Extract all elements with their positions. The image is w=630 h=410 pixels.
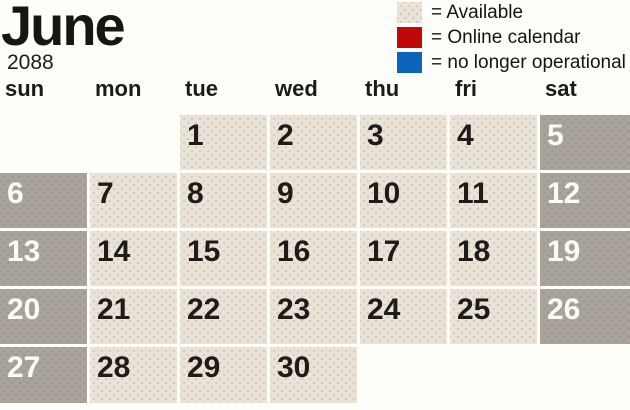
day-cell[interactable]: 22	[180, 289, 267, 344]
day-cell[interactable]: 24	[360, 289, 447, 344]
day-cell[interactable]: 28	[90, 347, 177, 403]
day-cell[interactable]: 6	[0, 173, 87, 228]
day-cell[interactable]: 12	[540, 173, 630, 228]
day-cell[interactable]: 7	[90, 173, 177, 228]
day-cell[interactable]: 2	[270, 115, 357, 170]
weekday-header-fri: fri	[455, 76, 477, 101]
day-cell[interactable]: 11	[450, 173, 537, 228]
empty-day-cell	[0, 115, 87, 170]
month-title: June	[1, 0, 126, 57]
day-cell[interactable]: 10	[360, 173, 447, 228]
day-cell[interactable]: 29	[180, 347, 267, 403]
day-cell[interactable]: 21	[90, 289, 177, 344]
legend-item-available: = Available	[397, 2, 630, 23]
legend-label: = no longer operational	[431, 51, 626, 73]
day-cell[interactable]: 27	[0, 347, 87, 403]
day-cell[interactable]: 20	[0, 289, 87, 344]
year-title: 2088	[7, 51, 54, 74]
day-cell[interactable]: 14	[90, 231, 177, 286]
legend-item-online-calendar: = Online calendar	[397, 27, 630, 48]
day-cell[interactable]: 16	[270, 231, 357, 286]
legend-label: = Available	[431, 1, 524, 23]
day-cell[interactable]: 13	[0, 231, 87, 286]
weekday-header-wed: wed	[275, 76, 318, 101]
day-cell[interactable]: 23	[270, 289, 357, 344]
day-cell[interactable]: 4	[450, 115, 537, 170]
legend-item-no-longer-operational: = no longer operational	[397, 52, 630, 73]
legend-label: = Online calendar	[431, 26, 581, 48]
weekday-header-sun: sun	[5, 76, 45, 101]
day-cell[interactable]: 5	[540, 115, 630, 170]
weekday-header-sat: sat	[545, 76, 577, 101]
legend: = Available = Online calendar = no longe…	[397, 2, 630, 77]
empty-day-cell	[450, 347, 537, 403]
day-cell[interactable]: 26	[540, 289, 630, 344]
weekday-header-tue: tue	[185, 76, 218, 101]
day-cell[interactable]: 9	[270, 173, 357, 228]
day-cell[interactable]: 3	[360, 115, 447, 170]
day-cell[interactable]: 19	[540, 231, 630, 286]
weekday-header-row: sun mon tue wed thu fri sat	[0, 77, 630, 101]
empty-day-cell	[90, 115, 177, 170]
available-swatch-icon	[397, 2, 422, 23]
day-cell[interactable]: 25	[450, 289, 537, 344]
day-cell[interactable]: 8	[180, 173, 267, 228]
weekday-header-thu: thu	[365, 76, 400, 101]
online-calendar-swatch-icon	[397, 27, 422, 48]
no-longer-operational-swatch-icon	[397, 52, 422, 73]
day-cell[interactable]: 18	[450, 231, 537, 286]
empty-day-cell	[540, 347, 630, 403]
calendar-grid: 1 2 3 4 5 6 7 8 9 10 11 12 13 14 15 16 1…	[0, 115, 630, 405]
day-cell[interactable]: 1	[180, 115, 267, 170]
day-cell[interactable]: 15	[180, 231, 267, 286]
empty-day-cell	[360, 347, 447, 403]
day-cell[interactable]: 30	[270, 347, 357, 403]
day-cell[interactable]: 17	[360, 231, 447, 286]
weekday-header-mon: mon	[95, 76, 142, 101]
